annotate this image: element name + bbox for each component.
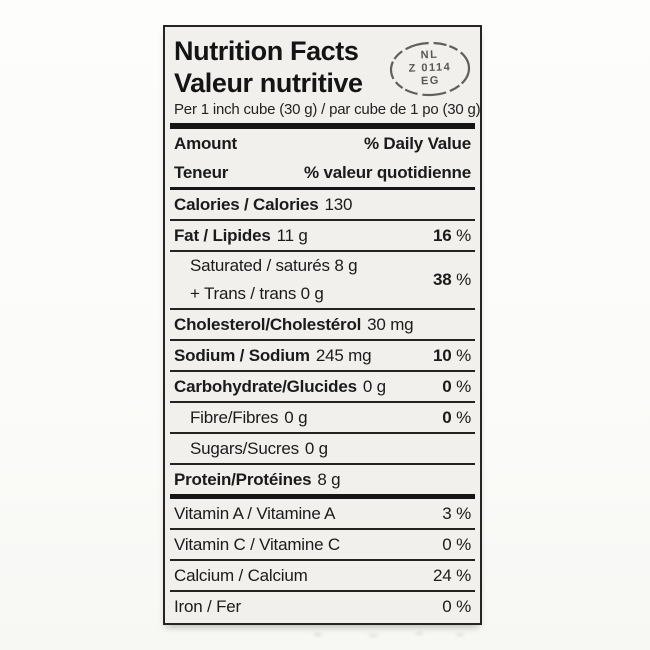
row-saturated-trans: Saturated / saturés 8 g + Trans / trans … — [165, 252, 480, 308]
amount-label-fr: Teneur — [174, 162, 229, 182]
row-divider — [170, 559, 475, 561]
row-sugars: Sugars/Sucres 0 g — [165, 434, 480, 463]
carbohydrate-label: Carbohydrate/Glucides — [174, 376, 357, 396]
row-iron: Iron / Fer 0 % — [165, 592, 480, 621]
header-spacer — [165, 27, 480, 35]
row-carbohydrate: Carbohydrate/Glucides 0 g 0 % — [165, 372, 480, 401]
serving-size: Per 1 inch cube (30 g) / par cube de 1 p… — [174, 101, 481, 118]
column-header-french: Teneur % valeur quotidienne — [165, 158, 480, 187]
calcium-daily-value: 24 % — [433, 565, 471, 585]
row-cholesterol: Cholesterol/Cholestérol 30 mg — [165, 310, 480, 339]
stamp-text: NL Z 0114 EG — [387, 39, 473, 90]
row-calories: Calories / Calories 130 — [165, 190, 480, 219]
trans-line: + Trans / trans 0 g — [190, 284, 324, 303]
inspection-stamp: NL Z 0114 EG — [387, 39, 473, 100]
sugars-label: Sugars/Sucres — [190, 438, 299, 458]
row-divider — [170, 308, 475, 310]
sodium-value: 245 mg — [315, 345, 372, 365]
calories-label: Calories / Calories — [174, 194, 319, 214]
title-french: Valeur nutritive — [174, 68, 363, 98]
fat-daily-value: 16 % — [433, 225, 471, 245]
row-fibre: Fibre/Fibres 0 g 0 % — [165, 403, 480, 432]
saturated-trans-daily-value: 38 % — [433, 270, 471, 289]
row-divider — [170, 219, 475, 221]
vitamin-c-label: Vitamin C / Vitamine C — [174, 534, 340, 554]
fat-value: 11 g — [276, 225, 308, 245]
row-divider — [170, 528, 475, 530]
carbohydrate-daily-value: 0 % — [442, 376, 471, 396]
row-divider — [170, 432, 475, 434]
fat-label: Fat / Lipides — [174, 225, 271, 245]
sodium-daily-value: 10 % — [433, 345, 471, 365]
calories-value: 130 — [324, 194, 353, 214]
protein-value: 8 g — [317, 469, 341, 489]
title-english: Nutrition Facts — [174, 36, 359, 66]
calcium-label: Calcium / Calcium — [174, 565, 308, 585]
carbohydrate-value: 0 g — [362, 376, 386, 396]
fibre-label: Fibre/Fibres — [190, 407, 279, 427]
micronutrients-rule — [170, 494, 475, 499]
row-sodium: Sodium / Sodium 245 mg 10 % — [165, 341, 480, 370]
row-divider — [170, 463, 475, 465]
row-divider — [170, 590, 475, 592]
sugars-value: 0 g — [304, 438, 328, 458]
daily-value-label-fr: % valeur quotidienne — [304, 162, 471, 182]
cholesterol-value: 30 mg — [367, 314, 414, 334]
saturated-line: Saturated / saturés 8 g — [190, 256, 358, 275]
iron-label: Iron / Fer — [174, 596, 241, 616]
vitamin-a-label: Vitamin A / Vitamine A — [174, 503, 336, 523]
fibre-value: 0 g — [284, 407, 308, 427]
fibre-daily-value: 0 % — [442, 407, 471, 427]
vitamin-c-daily-value: 0 % — [442, 534, 471, 554]
row-divider — [170, 370, 475, 372]
row-vitamin-a: Vitamin A / Vitamine A 3 % — [165, 499, 480, 528]
row-divider — [170, 401, 475, 403]
iron-daily-value: 0 % — [442, 596, 471, 616]
protein-label: Protein/Protéines — [174, 469, 312, 489]
stamp-oval-icon — [389, 41, 471, 97]
vitamin-a-daily-value: 3 % — [442, 503, 471, 523]
column-header-rule — [170, 187, 475, 190]
row-calcium: Calcium / Calcium 24 % — [165, 561, 480, 590]
daily-value-label-en: % Daily Value — [363, 133, 471, 153]
cholesterol-label: Cholesterol/Cholestérol — [174, 314, 362, 334]
column-header-english: Amount % Daily Value — [165, 129, 480, 158]
amount-label-en: Amount — [174, 133, 238, 153]
header-rule — [170, 123, 475, 129]
row-divider — [170, 339, 475, 341]
row-protein: Protein/Protéines 8 g — [165, 465, 480, 494]
row-fat: Fat / Lipides 11 g 16 % — [165, 221, 480, 250]
faint-print-artifact — [290, 630, 475, 639]
nutrition-facts-label: NL Z 0114 EG Nutrition Facts Valeur nutr… — [163, 25, 482, 625]
row-vitamin-c: Vitamin C / Vitamine C 0 % — [165, 530, 480, 559]
sodium-label: Sodium / Sodium — [174, 345, 310, 365]
row-divider — [170, 250, 475, 252]
